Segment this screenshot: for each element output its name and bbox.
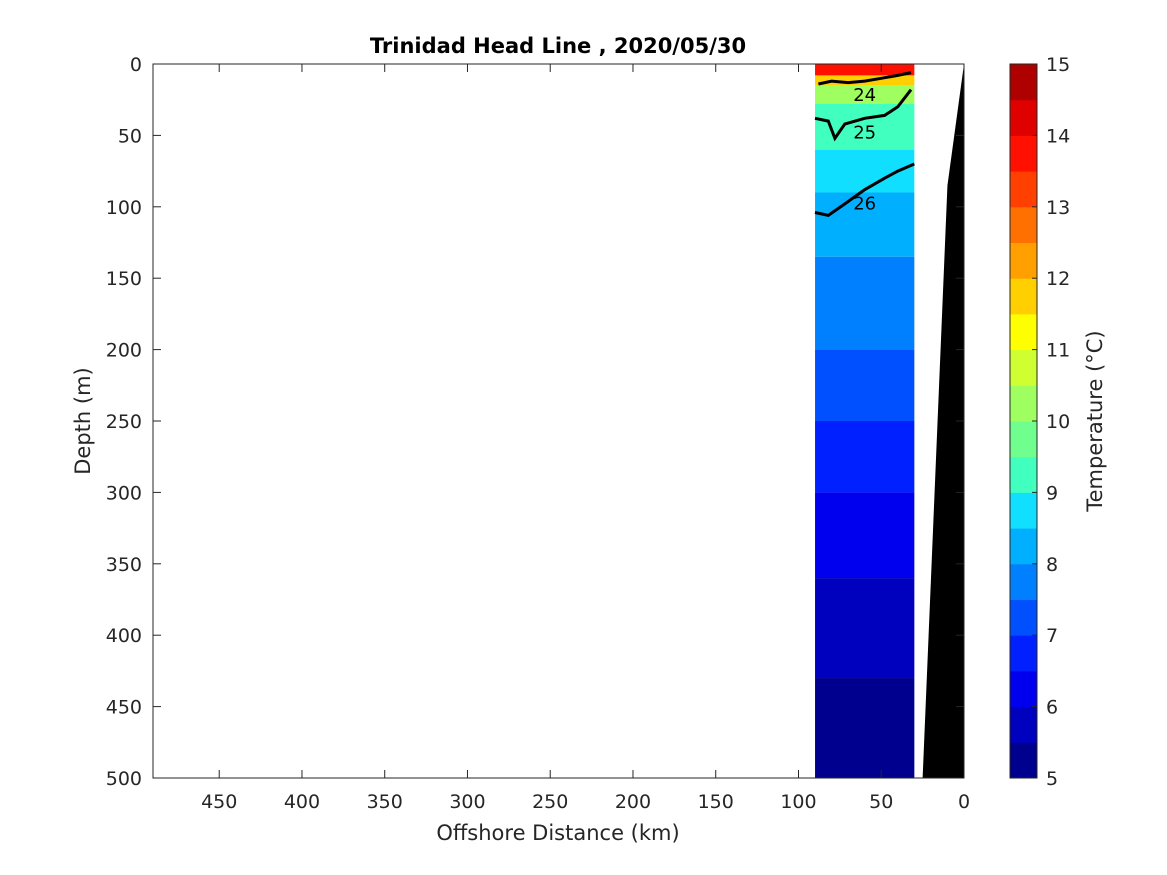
y-tick-label: 350	[106, 554, 142, 576]
x-tick-label: 350	[367, 791, 403, 813]
colorbar-tick-label: 14	[1046, 125, 1070, 147]
y-tick-label: 200	[106, 340, 142, 362]
colorbar-tick-label: 13	[1046, 197, 1070, 219]
temp-band-5	[815, 192, 915, 257]
chart-title: Trinidad Head Line , 2020/05/30	[370, 34, 746, 58]
bathymetry-shape	[922, 64, 964, 778]
colorbar-tick-label: 11	[1046, 340, 1070, 362]
colorbar-level-18	[1010, 99, 1037, 136]
temp-band-8	[815, 421, 915, 493]
colorbar-tick-label: 8	[1046, 554, 1058, 576]
contour-24	[818, 71, 912, 86]
colorbar-ticks: 5 6 7 8 9 10 11 12 13 14 15	[1032, 54, 1070, 790]
x-tick-label: 0	[958, 791, 970, 813]
colorbar-level-5	[1010, 563, 1037, 600]
colorbar-level-1	[1010, 706, 1037, 743]
density-contours: 24 25 26	[814, 71, 915, 218]
colorbar-level-4	[1010, 599, 1037, 636]
y-tick-label: 250	[106, 411, 142, 433]
bathymetry	[922, 64, 964, 778]
colorbar-level-13	[1010, 278, 1037, 315]
colorbar-level-19	[1010, 64, 1037, 101]
x-tick-label: 300	[449, 791, 485, 813]
colorbar-level-2	[1010, 670, 1037, 708]
colorbar-level-3	[1010, 635, 1037, 672]
contour-label-24: 24	[853, 85, 876, 106]
y-tick-label: 500	[106, 768, 142, 790]
colorbar-tick-label: 10	[1046, 411, 1070, 433]
colorbar-level-15	[1010, 206, 1037, 243]
y-tick-label: 300	[106, 482, 142, 504]
colorbar-level-12	[1010, 313, 1037, 351]
y-tick-label: 400	[106, 625, 142, 647]
colorbar-level-7	[1010, 492, 1037, 529]
temp-band-2	[815, 85, 915, 104]
temp-band-10	[815, 578, 915, 679]
colorbar-level-8	[1010, 456, 1037, 493]
colorbar-tick-label: 9	[1046, 482, 1058, 504]
y-tick-label: 150	[106, 268, 142, 290]
colorbar-tick-label: 6	[1046, 697, 1058, 719]
x-tick-label: 250	[532, 791, 568, 813]
temp-band-9	[815, 492, 915, 579]
x-tick-label: 150	[698, 791, 734, 813]
colorbar-level-0	[1010, 742, 1037, 779]
contour-26	[814, 162, 915, 218]
contour-label-26: 26	[853, 194, 876, 215]
temp-band-11	[815, 678, 915, 778]
colorbar-tick-label: 15	[1046, 54, 1070, 76]
colorbar-level-10	[1010, 385, 1037, 422]
colorbar-level-16	[1010, 171, 1037, 208]
y-axis-ticks: 0 50 100 150 200 250 300 350 400 450 500	[106, 54, 964, 790]
x-tick-label: 450	[201, 791, 237, 813]
y-tick-label: 450	[106, 697, 142, 719]
colorbar	[1010, 64, 1037, 779]
x-axis-title: Offshore Distance (km)	[436, 821, 679, 845]
x-axis-ticks: 450 400 350 300 250 200 150 100 50 0	[201, 64, 970, 813]
contour-label-25: 25	[853, 122, 876, 143]
x-tick-label: 400	[284, 791, 320, 813]
colorbar-level-9	[1010, 421, 1037, 458]
colorbar-tick-label: 12	[1046, 268, 1070, 290]
colorbar-level-14	[1010, 242, 1037, 279]
colorbar-level-17	[1010, 135, 1037, 172]
contour-25	[814, 88, 913, 142]
temp-band-7	[815, 349, 915, 421]
y-tick-label: 0	[130, 54, 142, 76]
temp-band-0	[815, 64, 915, 76]
colorbar-level-6	[1010, 528, 1037, 565]
temp-band-6	[815, 256, 915, 350]
x-tick-label: 50	[869, 791, 893, 813]
colorbar-level-11	[1010, 349, 1037, 386]
x-tick-label: 100	[780, 791, 816, 813]
y-tick-label: 100	[106, 197, 142, 219]
colorbar-title: Temperature (°C)	[1083, 330, 1107, 512]
y-tick-label: 50	[118, 125, 142, 147]
x-tick-label: 200	[615, 791, 651, 813]
colorbar-tick-label: 5	[1046, 768, 1058, 790]
y-axis-title: Depth (m)	[71, 367, 95, 474]
colorbar-tick-label: 7	[1046, 625, 1058, 647]
